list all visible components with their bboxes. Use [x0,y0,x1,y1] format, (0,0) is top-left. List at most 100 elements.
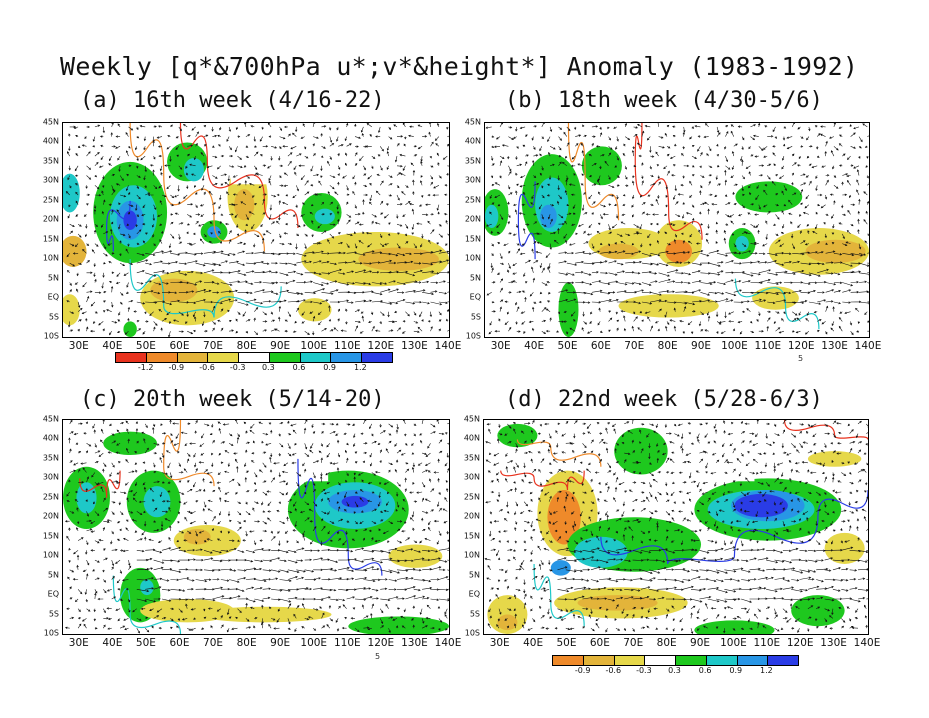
colorbar-label: 1.2 [760,666,773,675]
latitude-tick-label: 45N [464,117,481,127]
latitude-tick-label: 45N [42,117,59,127]
latitude-tick-label: 25N [464,195,481,205]
colorbar-swatch [614,656,646,665]
latitude-tick-label: 20N [463,511,480,521]
anomaly-region-ochre [805,239,866,264]
wind-vectors [484,420,868,634]
latitude-tick-label: 35N [42,453,59,463]
latitude-tick-label: 25N [42,492,59,502]
longitude-tick-label: 30E [68,340,89,352]
panel-b-title: (b) 18th week (4/30-5/6) [505,88,823,113]
longitude-tick-label: 40E [102,340,123,352]
anomaly-region-lightblue [540,204,557,229]
height-contour-orange [163,420,215,487]
longitude-tick-label: 90E [270,637,291,649]
latitude-tick-label: 25N [463,492,480,502]
longitude-tick-label: 100E [300,637,328,649]
shaded-anomaly-regions [487,423,865,634]
latitude-tick-label: 35N [42,156,59,166]
anomaly-region-yellow [297,298,332,322]
latitude-tick-label: 40N [464,136,481,146]
colorbar-label: 1.2 [353,363,367,372]
longitude-tick-label: 90E [270,340,291,352]
colorbar-label: -0.3 [636,666,652,675]
height-contour-orange [516,439,602,467]
anomaly-region-cyan [183,158,204,182]
colorbar-swatch [146,353,178,362]
colorbar-swatch [269,353,301,362]
latitude-tick-label: 20N [464,214,481,224]
colorbar-swatch [645,656,676,665]
anomaly-region-blue [734,493,788,518]
height-contour-cyan [129,259,282,318]
colorbar-label: -0.3 [229,363,246,372]
shaded-anomaly-regions [63,431,449,634]
longitude-tick-label: 140E [854,340,882,352]
colorbar-swatch [676,656,707,665]
latitude-tick-label: 25N [42,195,59,205]
anomaly-region-yellow [752,286,799,310]
latitude-tick-label: 5S [469,609,480,619]
longitude-tick-label: 140E [434,340,462,352]
reference-vector-label-c: 5 [375,652,381,661]
anomaly-region-ochre [497,614,518,631]
colorbar-swatch [362,353,393,362]
colorbar-swatch [208,353,240,362]
map-canvas [63,420,449,634]
anomaly-region-lightblue [207,226,221,238]
anomaly-region-green [694,620,775,634]
colorbar-label: 0.3 [261,363,275,372]
colorbar-a [115,352,393,363]
longitude-tick-label: 130E [821,340,848,352]
latitude-tick-label: 10N [464,253,481,263]
masked-high-terrain [658,133,743,185]
latitude-tick-label: 10S [43,331,59,341]
colorbar-label: -0.9 [574,666,591,675]
longitude-tick-label: 70E [624,340,645,352]
colorbar-swatch [706,656,738,665]
longitude-tick-label: 130E [401,637,428,649]
latitude-tick-label: EQ [468,589,480,599]
colorbar-swatch [583,656,615,665]
map-panel-c [62,419,450,635]
anomaly-region-green [103,431,157,456]
figure-title: Weekly [q*&700hPa u*;v*&height*] Anomaly… [60,52,859,81]
anomaly-region-green [123,321,137,337]
latitude-tick-label: EQ [47,589,59,599]
anomaly-region-ochre [358,247,439,271]
latitude-tick-label: 5N [469,273,481,283]
latitude-tick-label: 5S [470,312,481,322]
anomaly-region-cyan [314,208,335,225]
longitude-tick-label: 70E [203,340,224,352]
latitude-tick-label: 40N [463,433,480,443]
colorbar-swatch [331,353,363,362]
masked-high-terrain [670,430,755,482]
anomaly-region-green [348,616,449,634]
longitude-tick-label: 110E [754,340,782,352]
anomaly-region-ochre [234,189,255,221]
longitude-tick-label: 140E [853,637,881,649]
latitude-tick-label: 5N [468,570,480,580]
map-canvas [63,123,449,337]
map-panel-b [484,122,870,338]
height-contour-red [179,123,299,229]
longitude-tick-label: 110E [753,637,781,649]
anomaly-region-cyan [140,579,154,596]
longitude-tick-label: 70E [203,637,224,649]
latitude-tick-label: 15N [42,234,59,244]
height-contour-orange [567,123,620,221]
longitude-tick-label: 30E [490,340,511,352]
anomaly-region-green [791,595,845,627]
anomaly-region-blue [123,210,137,230]
map-canvas [484,420,868,634]
latitude-tick-label: EQ [469,292,481,302]
anomaly-region-cyan [485,204,499,229]
height-contour-blue [517,181,536,260]
longitude-tick-label: 80E [236,637,257,649]
longitude-tick-label: 110E [333,340,361,352]
latitude-tick-label: 10S [465,331,481,341]
height-contour-cyan [533,563,585,627]
latitude-tick-label: 10N [463,550,480,560]
latitude-tick-label: 5N [47,273,59,283]
anomaly-region-yellow [807,451,862,467]
